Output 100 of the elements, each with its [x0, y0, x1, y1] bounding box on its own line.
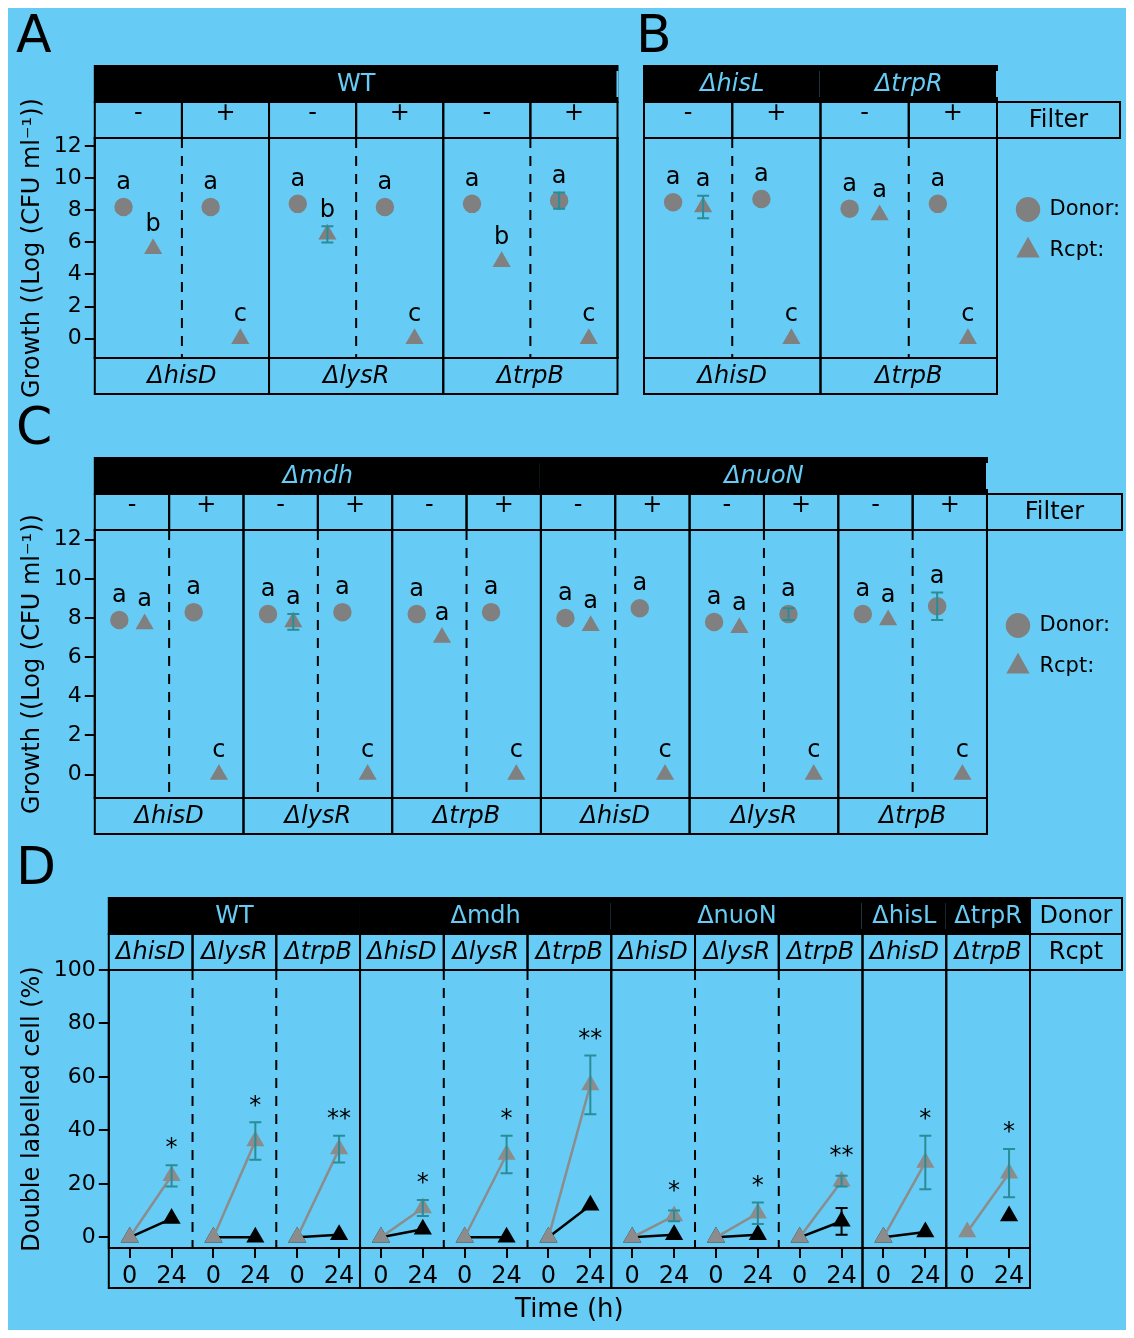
- x-tick-label: +: [215, 97, 236, 126]
- data-label: c: [784, 298, 798, 327]
- data-label: *: [1003, 1117, 1016, 1146]
- text: ΔlysR: [728, 801, 798, 830]
- text: WT: [215, 901, 254, 930]
- y-tick-label: 40: [67, 1116, 96, 1142]
- data-label: a: [855, 574, 871, 603]
- y-axis-title: Double labelled cell (%): [16, 966, 45, 1252]
- data-label: *: [500, 1103, 513, 1132]
- text: ΔhisD: [114, 937, 186, 966]
- x-tick-label: 24: [742, 1260, 774, 1289]
- x-tick-label: 0: [624, 1260, 640, 1289]
- x-tick-label: 24: [910, 1260, 941, 1289]
- data-label: a: [409, 574, 425, 603]
- text: WT: [336, 69, 376, 98]
- y-tick-label: 2: [67, 721, 82, 747]
- y-tick-label: 20: [67, 1169, 96, 1195]
- data-label: c: [509, 734, 523, 763]
- y-tick-label: 80: [67, 1009, 96, 1035]
- legend-label: Donor:: [1039, 611, 1111, 636]
- data-label: **: [829, 1141, 854, 1170]
- y-tick-label: 6: [67, 228, 82, 254]
- text: ΔhisD: [578, 801, 650, 830]
- x-tick-label: 24: [240, 1260, 271, 1289]
- x-tick-label: -: [482, 97, 492, 126]
- data-label: a: [930, 164, 946, 193]
- x-tick-label: 24: [156, 1260, 187, 1289]
- data-label: a: [754, 159, 769, 188]
- x-tick-label: 24: [575, 1260, 606, 1289]
- x-tick-label: +: [942, 97, 963, 126]
- data-label: *: [919, 1103, 932, 1132]
- data-label: **: [327, 1103, 352, 1132]
- data-label: a: [706, 582, 722, 611]
- data-label: a: [880, 580, 896, 609]
- data-label: a: [929, 560, 945, 589]
- y-tick-label: 0: [67, 760, 82, 786]
- text: ΔhisL: [872, 901, 938, 930]
- text: ΔhisD: [695, 361, 767, 390]
- text: ΔhisD: [145, 361, 217, 390]
- x-tick-label: 0: [373, 1260, 389, 1289]
- text: ΔhisD: [132, 801, 204, 830]
- data-label: a: [464, 164, 480, 193]
- data-label: c: [212, 734, 226, 763]
- x-tick-label: +: [196, 489, 217, 518]
- y-tick-label: 12: [53, 525, 82, 551]
- text: ΔtrpB: [952, 937, 1022, 966]
- text: ΔtrpB: [873, 361, 943, 390]
- data-label: c: [955, 734, 970, 763]
- text: ΔtrpR: [872, 69, 943, 98]
- x-tick-label: -: [425, 489, 434, 518]
- text: ΔtrpB: [784, 937, 855, 966]
- data-label: a: [583, 586, 599, 615]
- data-label: a: [732, 588, 747, 617]
- x-tick-label: +: [493, 489, 514, 518]
- y-axis-title: Growth ((Log (CFU ml⁻¹)): [16, 514, 45, 814]
- x-tick-label: +: [642, 489, 663, 518]
- data-label: a: [434, 597, 450, 626]
- y-tick-label: 4: [67, 682, 82, 707]
- x-tick-label: -: [276, 489, 285, 518]
- x-tick-label: 24: [826, 1260, 857, 1289]
- y-tick-label: 0: [67, 324, 82, 350]
- x-tick-label: -: [308, 97, 317, 126]
- text: ΔlysR: [701, 937, 771, 966]
- text: D: [16, 835, 57, 896]
- x-tick-label: -: [573, 489, 583, 518]
- legend-label: Rcpt:: [1049, 236, 1105, 261]
- x-tick-label: +: [791, 489, 812, 518]
- data-label: a: [665, 162, 681, 191]
- data-label: *: [751, 1170, 764, 1199]
- legend-label: Donor:: [1049, 195, 1121, 220]
- data-label: a: [695, 164, 711, 193]
- x-tick-label: +: [389, 97, 410, 126]
- y-tick-label: 0: [81, 1223, 96, 1249]
- data-label: a: [872, 175, 887, 204]
- text: ΔtrpR: [954, 901, 1022, 930]
- text: Filter: [1024, 497, 1085, 526]
- x-tick-label: -: [860, 97, 869, 126]
- data-label: a: [842, 168, 857, 197]
- text: Donor: [1039, 901, 1113, 930]
- text: Δmdh: [280, 461, 353, 490]
- x-tick-label: 24: [993, 1260, 1025, 1289]
- data-label: a: [377, 167, 393, 196]
- data-label: b: [494, 221, 510, 250]
- y-tick-label: 6: [67, 642, 82, 668]
- x-tick-label: -: [127, 489, 137, 518]
- text: B: [636, 3, 672, 64]
- data-label: *: [668, 1176, 681, 1205]
- x-tick-label: -: [683, 97, 693, 126]
- x-tick-label: 0: [959, 1260, 975, 1289]
- data-label: a: [483, 572, 499, 601]
- text: Rcpt: [1048, 937, 1104, 966]
- x-tick-label: 24: [491, 1260, 522, 1289]
- y-axis-title: Growth ((Log (CFU ml⁻¹)): [16, 98, 45, 398]
- x-tick-label: -: [134, 97, 143, 126]
- data-label: a: [203, 167, 219, 196]
- text: ΔlysR: [199, 937, 268, 966]
- x-tick-label: 0: [122, 1260, 138, 1289]
- data-label: c: [807, 734, 821, 763]
- text: ΔtrpB: [494, 361, 565, 390]
- data-label: a: [558, 578, 573, 607]
